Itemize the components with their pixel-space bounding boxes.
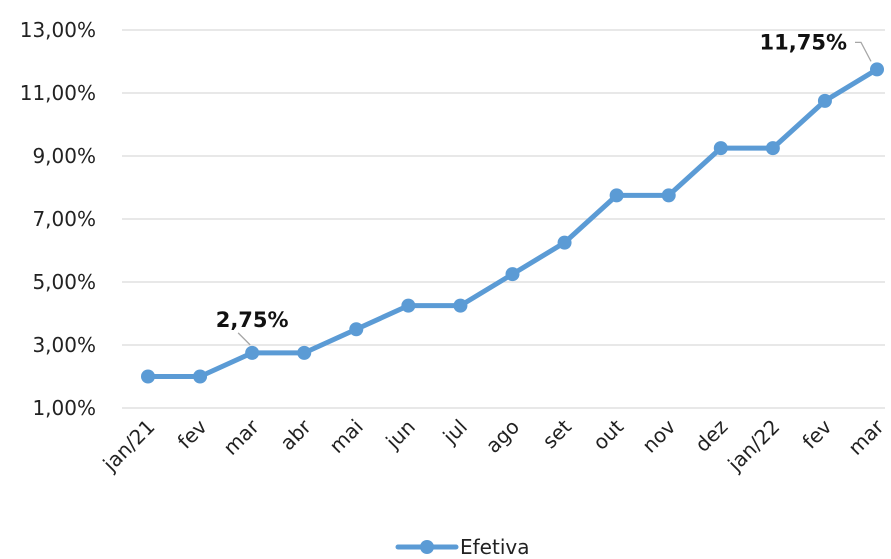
y-tick-label: 3,00% (32, 333, 96, 357)
data-point (245, 345, 260, 360)
y-axis: 1,00% 3,00% 5,00% 7,00% 9,00% 11,00% 13,00% (20, 18, 96, 420)
data-point (609, 188, 624, 203)
data-label-leader (855, 41, 872, 62)
x-tick-label: jul (437, 415, 472, 450)
data-point (765, 141, 780, 156)
data-point (557, 235, 572, 250)
data-point (713, 141, 728, 156)
y-tick-label: 11,00% (20, 81, 96, 105)
data-point (817, 93, 832, 108)
data-label: 2,75% (216, 308, 289, 332)
x-tick-label: jun (380, 415, 420, 455)
data-point (193, 369, 208, 384)
data-point (349, 322, 364, 337)
y-tick-label: 7,00% (32, 207, 96, 231)
data-point (453, 298, 468, 313)
x-tick-label: ago (481, 415, 524, 458)
data-point (297, 345, 312, 360)
data-label-leader (237, 332, 251, 346)
x-tick-label: fev (173, 414, 212, 453)
data-point (141, 369, 155, 384)
x-tick-label: mar (218, 414, 264, 460)
data-point (661, 188, 676, 203)
data-point (505, 267, 520, 282)
legend: Efetiva (395, 535, 529, 559)
x-tick-label: nov (637, 414, 680, 457)
x-tick-label: mar (843, 414, 889, 460)
x-tick-label: abr (275, 414, 316, 455)
x-tick-label: out (588, 414, 628, 454)
y-tick-label: 9,00% (32, 144, 96, 168)
x-tick-label: jan/22 (722, 415, 784, 477)
x-axis: jan/21 fev mar abr mai jun jul ago set out nov dezj… (98, 414, 890, 477)
data-point (401, 298, 416, 313)
series-group (141, 62, 884, 384)
gridlines (122, 29, 885, 409)
x-tick-label: mai (324, 415, 367, 458)
x-tick-label: dez (690, 415, 732, 457)
y-tick-label: 1,00% (32, 396, 96, 420)
data-labels: 2,75% 11,75% (216, 30, 872, 346)
legend-label: Efetiva (460, 535, 529, 559)
x-tick-label: fev (797, 414, 836, 453)
data-point (870, 62, 884, 77)
y-tick-label: 5,00% (32, 270, 96, 294)
data-label: 11,75% (760, 30, 847, 54)
legend-marker-swatch (420, 540, 434, 554)
x-tick-label: set (538, 414, 577, 453)
x-tick-label: jan/21 (98, 415, 160, 477)
y-tick-label: 13,00% (20, 18, 96, 42)
